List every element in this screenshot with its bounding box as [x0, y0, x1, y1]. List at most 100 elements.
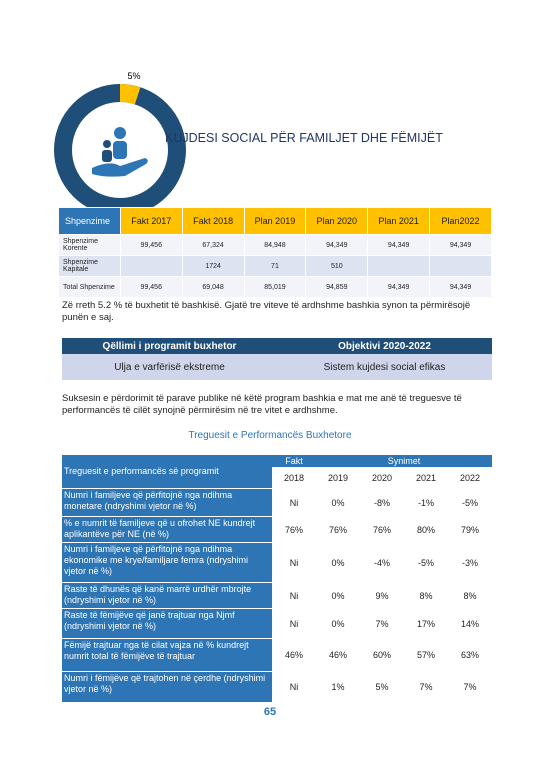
row: Shpenzime Kapitale 1724 71 510 [58, 255, 492, 277]
row-label: Numri i familjeve që përfitojnë nga ndih… [62, 488, 272, 517]
header-cell: Treguesit e performancës së programit [62, 455, 272, 489]
table-title: Treguesit e Performancës Buxhetore [188, 430, 352, 441]
cell: 79% [448, 516, 493, 543]
cell: 0% [316, 608, 360, 639]
header-cell: Synimet [316, 455, 493, 468]
cell: 7% [448, 671, 493, 703]
row: Fëmijë trajtuar nga të cilat vajza në % … [62, 638, 493, 672]
year-cell: 2021 [404, 467, 448, 489]
cell: Ni [272, 542, 316, 583]
header-row: Qëllimi i programit buxhetor Objektivi 20… [62, 338, 492, 354]
header-cell: Qëllimi i programit buxhetor [62, 338, 277, 354]
performance-table: Treguesit e performancës së programit Fak… [62, 455, 493, 703]
cell: 76% [360, 516, 404, 543]
cell: 69,048 [181, 276, 245, 298]
cell: 46% [272, 638, 316, 672]
cell [367, 255, 431, 277]
cell: 7% [404, 671, 448, 703]
year-row: 2018 2019 2020 2021 2022 [62, 467, 493, 489]
header-cell: Plan 2021 [367, 207, 431, 235]
year-cell: 2022 [448, 467, 493, 489]
cell: 8% [404, 582, 448, 609]
row: Raste të fëmijëve që janë trajtuar nga N… [62, 608, 493, 639]
cell: 510 [305, 255, 369, 277]
header-cell: Objektivi 2020-2022 [277, 338, 492, 354]
cell: -8% [360, 488, 404, 517]
section-title: KUJDESI SOCIAL PËR FAMILJET DHE FËMIJËT [165, 131, 443, 145]
cell: 8% [448, 582, 493, 609]
donut-label: 5% [127, 71, 140, 81]
cell: 94,859 [305, 276, 369, 298]
goal-table: Qëllimi i programit buxhetor Objektivi 20… [62, 338, 492, 380]
paragraph: Zë rreth 5.2 % të buxhetit të bashkisë. … [62, 300, 471, 323]
header-cell: Plan2022 [429, 207, 492, 235]
cell: Ni [272, 488, 316, 517]
year-cell: 2018 [272, 467, 316, 489]
cell: -3% [448, 542, 493, 583]
cell [429, 255, 492, 277]
cell: 94,349 [367, 276, 431, 298]
row-label: Numri i familjeve që përfitojnë nga ndih… [62, 542, 272, 583]
row-label: Fëmijë trajtuar nga të cilat vajza në % … [62, 638, 272, 672]
cell: 17% [404, 608, 448, 639]
header-row: Shpenzime Fakt 2017 Fakt 2018 Plan 2019 Plan… [58, 207, 492, 235]
cell: 9% [360, 582, 404, 609]
row: Numri i familjeve që përfitojnë nga ndih… [62, 542, 493, 583]
paragraph: Suksesin e përdorimit të parave publike … [62, 393, 462, 416]
cell: 1% [316, 671, 360, 703]
cell: 84,948 [243, 234, 307, 256]
cell: 7% [360, 608, 404, 639]
row-label: % e numrit të familjeve që u ofrohet NE … [62, 516, 272, 543]
cell: 0% [316, 542, 360, 583]
header-cell: Plan 2019 [243, 207, 307, 235]
row: Raste të dhunës që kanë marrë urdhër mbr… [62, 582, 493, 609]
cell: Ni [272, 608, 316, 639]
cell: 46% [316, 638, 360, 672]
cell: 94,349 [429, 276, 492, 298]
header-cell: Shpenzime [58, 207, 121, 235]
cell: 99,456 [119, 276, 183, 298]
cell: 57% [404, 638, 448, 672]
cell: Shpenzime Korente [58, 234, 121, 256]
cell: 60% [360, 638, 404, 672]
cell: Sistem kujdesi social efikas [277, 354, 492, 380]
cell: 0% [316, 582, 360, 609]
cell: Total Shpenzime [58, 276, 121, 298]
cell: 67,324 [181, 234, 245, 256]
family-icon [92, 127, 148, 177]
cell: 85,019 [243, 276, 307, 298]
cell: 14% [448, 608, 493, 639]
header-cell: Fakt 2017 [119, 207, 183, 235]
cell: Ni [272, 582, 316, 609]
row: Numri i fëmijëve që trajtohen në çerdhe … [62, 671, 493, 703]
cell: -1% [404, 488, 448, 517]
cell: Ni [272, 671, 316, 703]
donut-segment [119, 84, 141, 105]
header-cell: Fakt 2018 [181, 207, 245, 235]
row: Ulja e varfërisë ekstreme Sistem kujdesi … [62, 354, 492, 380]
cell: 76% [272, 516, 316, 543]
row: Shpenzime Korente 99,456 67,324 84,948 94,34… [58, 234, 492, 256]
donut-chart: 5% KUJDESI SOCIAL PËR FAMILJET DHE FËMIJ… [54, 71, 443, 210]
cell: 94,349 [367, 234, 431, 256]
cell: 80% [404, 516, 448, 543]
cell: 71 [243, 255, 307, 277]
cell: 1724 [181, 255, 245, 277]
cell [119, 255, 183, 277]
cell: Ulja e varfërisë ekstreme [62, 354, 277, 380]
cell: Shpenzime Kapitale [58, 255, 121, 277]
cell: 99,456 [119, 234, 183, 256]
row-label: Raste të dhunës që kanë marrë urdhër mbr… [62, 582, 272, 609]
cell: 5% [360, 671, 404, 703]
header-cell: Fakt [272, 455, 316, 468]
row-label: Numri i fëmijëve që trajtohen në çerdhe … [62, 671, 272, 703]
row: Numri i familjeve që përfitojnë nga ndih… [62, 488, 493, 517]
cell: 0% [316, 488, 360, 517]
cell: 94,349 [305, 234, 369, 256]
cell: -4% [360, 542, 404, 583]
cell: 63% [448, 638, 493, 672]
row: % e numrit të familjeve që u ofrohet NE … [62, 516, 493, 543]
page-number: 65 [263, 706, 277, 718]
row-label: Raste të fëmijëve që janë trajtuar nga N… [62, 608, 272, 639]
